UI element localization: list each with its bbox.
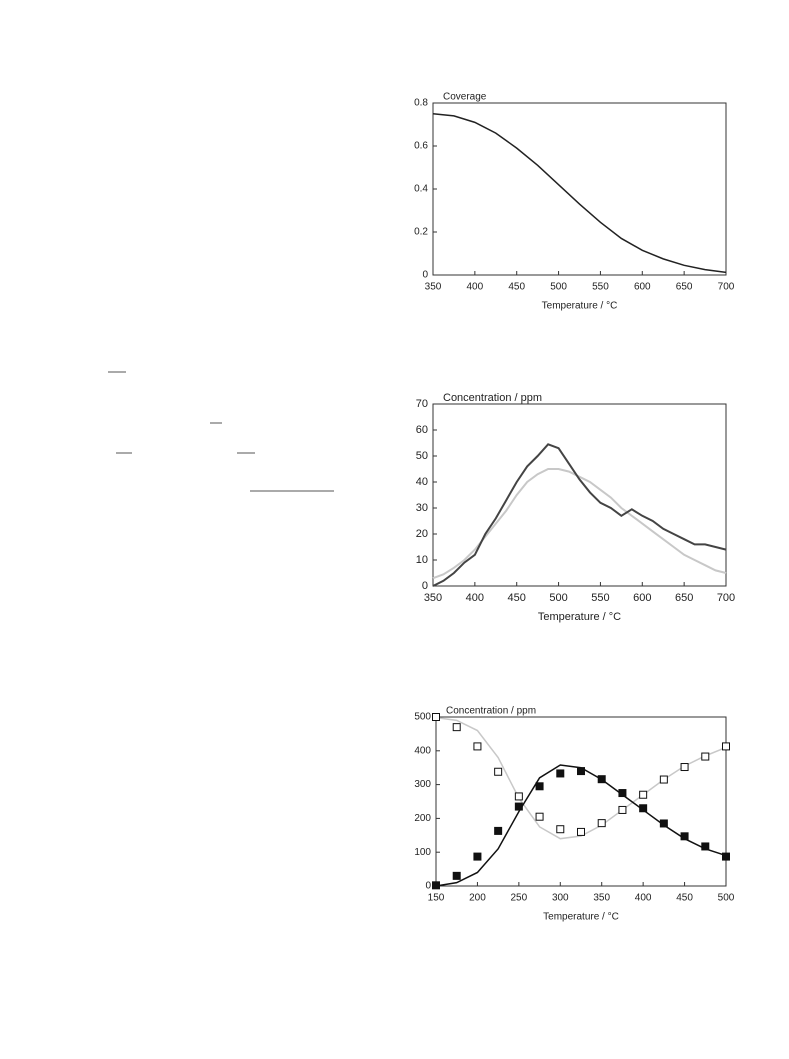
marker bbox=[473, 742, 482, 751]
y-tick-label: 400 bbox=[414, 745, 431, 756]
y-tick-label: 100 bbox=[414, 847, 431, 858]
y-tick-label: 20 bbox=[416, 528, 428, 540]
y-tick-label: 0.8 bbox=[414, 98, 428, 109]
y-tick-label: 70 bbox=[416, 398, 428, 410]
y-tick-label: 40 bbox=[416, 476, 428, 488]
marker bbox=[556, 769, 565, 778]
marker bbox=[432, 881, 440, 890]
x-tick-label: 150 bbox=[428, 893, 445, 904]
marker bbox=[514, 802, 523, 811]
x-tick-label: 350 bbox=[593, 893, 610, 904]
marker bbox=[452, 871, 461, 880]
x-tick-label: 500 bbox=[550, 282, 567, 293]
x-tick-label: 400 bbox=[635, 893, 652, 904]
x-tick-label: 600 bbox=[634, 282, 651, 293]
x-tick-label: 450 bbox=[508, 282, 525, 293]
marker bbox=[432, 713, 440, 721]
marker bbox=[722, 852, 730, 861]
x-tick-label: 500 bbox=[718, 893, 735, 904]
x-tick-label: 700 bbox=[718, 282, 735, 293]
y-tick-label: 60 bbox=[416, 424, 428, 436]
y-tick-label: 0.2 bbox=[414, 227, 428, 238]
y-tick-label: 0.6 bbox=[414, 141, 428, 152]
marker bbox=[639, 804, 648, 813]
marker bbox=[659, 775, 668, 784]
x-tick-label: 350 bbox=[425, 282, 442, 293]
marker bbox=[494, 826, 503, 835]
marker bbox=[701, 752, 710, 761]
x-axis-label: Temperature / °C bbox=[543, 912, 619, 923]
line bbox=[432, 443, 727, 587]
plot-frame bbox=[432, 403, 727, 587]
y-tick-label: 0 bbox=[422, 270, 428, 281]
marker bbox=[639, 790, 648, 799]
marker bbox=[722, 742, 730, 751]
marker bbox=[577, 767, 585, 776]
x-tick-label: 250 bbox=[511, 893, 528, 904]
y-tick-label: 10 bbox=[416, 554, 428, 566]
plot-frame bbox=[432, 102, 727, 276]
marker bbox=[494, 767, 503, 776]
y-tick-label: 300 bbox=[414, 779, 431, 790]
plot-frame bbox=[435, 716, 727, 887]
x-axis-label: Temperature / °C bbox=[538, 611, 621, 623]
y-tick-label: 0 bbox=[422, 580, 428, 592]
line bbox=[435, 716, 727, 840]
chart-title: Concentration / ppm bbox=[446, 706, 536, 717]
x-tick-label: 700 bbox=[717, 592, 735, 604]
x-tick-label: 400 bbox=[467, 282, 484, 293]
y-tick-label: 500 bbox=[414, 712, 431, 723]
y-tick-label: 0 bbox=[425, 881, 431, 892]
marker bbox=[680, 832, 689, 841]
marker bbox=[597, 775, 606, 784]
chart-title: Concentration / ppm bbox=[443, 392, 542, 404]
marker bbox=[556, 825, 565, 834]
x-tick-label: 550 bbox=[592, 282, 609, 293]
marker bbox=[618, 789, 627, 798]
marker bbox=[597, 819, 606, 828]
x-tick-label: 350 bbox=[424, 592, 442, 604]
marker bbox=[535, 782, 544, 791]
x-tick-label: 650 bbox=[675, 592, 693, 604]
y-tick-label: 50 bbox=[416, 450, 428, 462]
x-tick-label: 450 bbox=[676, 893, 693, 904]
marker bbox=[577, 827, 585, 836]
x-tick-label: 600 bbox=[633, 592, 651, 604]
marker bbox=[514, 792, 523, 801]
line bbox=[432, 468, 727, 580]
marker bbox=[473, 852, 482, 861]
marker bbox=[701, 842, 710, 851]
x-tick-label: 650 bbox=[676, 282, 693, 293]
chart-title: Coverage bbox=[443, 92, 487, 103]
marker bbox=[618, 805, 627, 814]
y-tick-label: 200 bbox=[414, 813, 431, 824]
x-axis-label: Temperature / °C bbox=[542, 301, 618, 312]
marker bbox=[659, 819, 668, 828]
x-tick-label: 400 bbox=[466, 592, 484, 604]
marker bbox=[535, 812, 544, 821]
x-tick-label: 550 bbox=[591, 592, 609, 604]
y-tick-label: 0.4 bbox=[414, 184, 428, 195]
marker bbox=[452, 723, 461, 732]
x-tick-label: 300 bbox=[552, 893, 569, 904]
line bbox=[435, 764, 727, 887]
x-tick-label: 500 bbox=[549, 592, 567, 604]
y-tick-label: 30 bbox=[416, 502, 428, 514]
marker bbox=[680, 763, 689, 772]
x-tick-label: 200 bbox=[469, 893, 486, 904]
x-tick-label: 450 bbox=[508, 592, 526, 604]
line bbox=[432, 113, 727, 274]
